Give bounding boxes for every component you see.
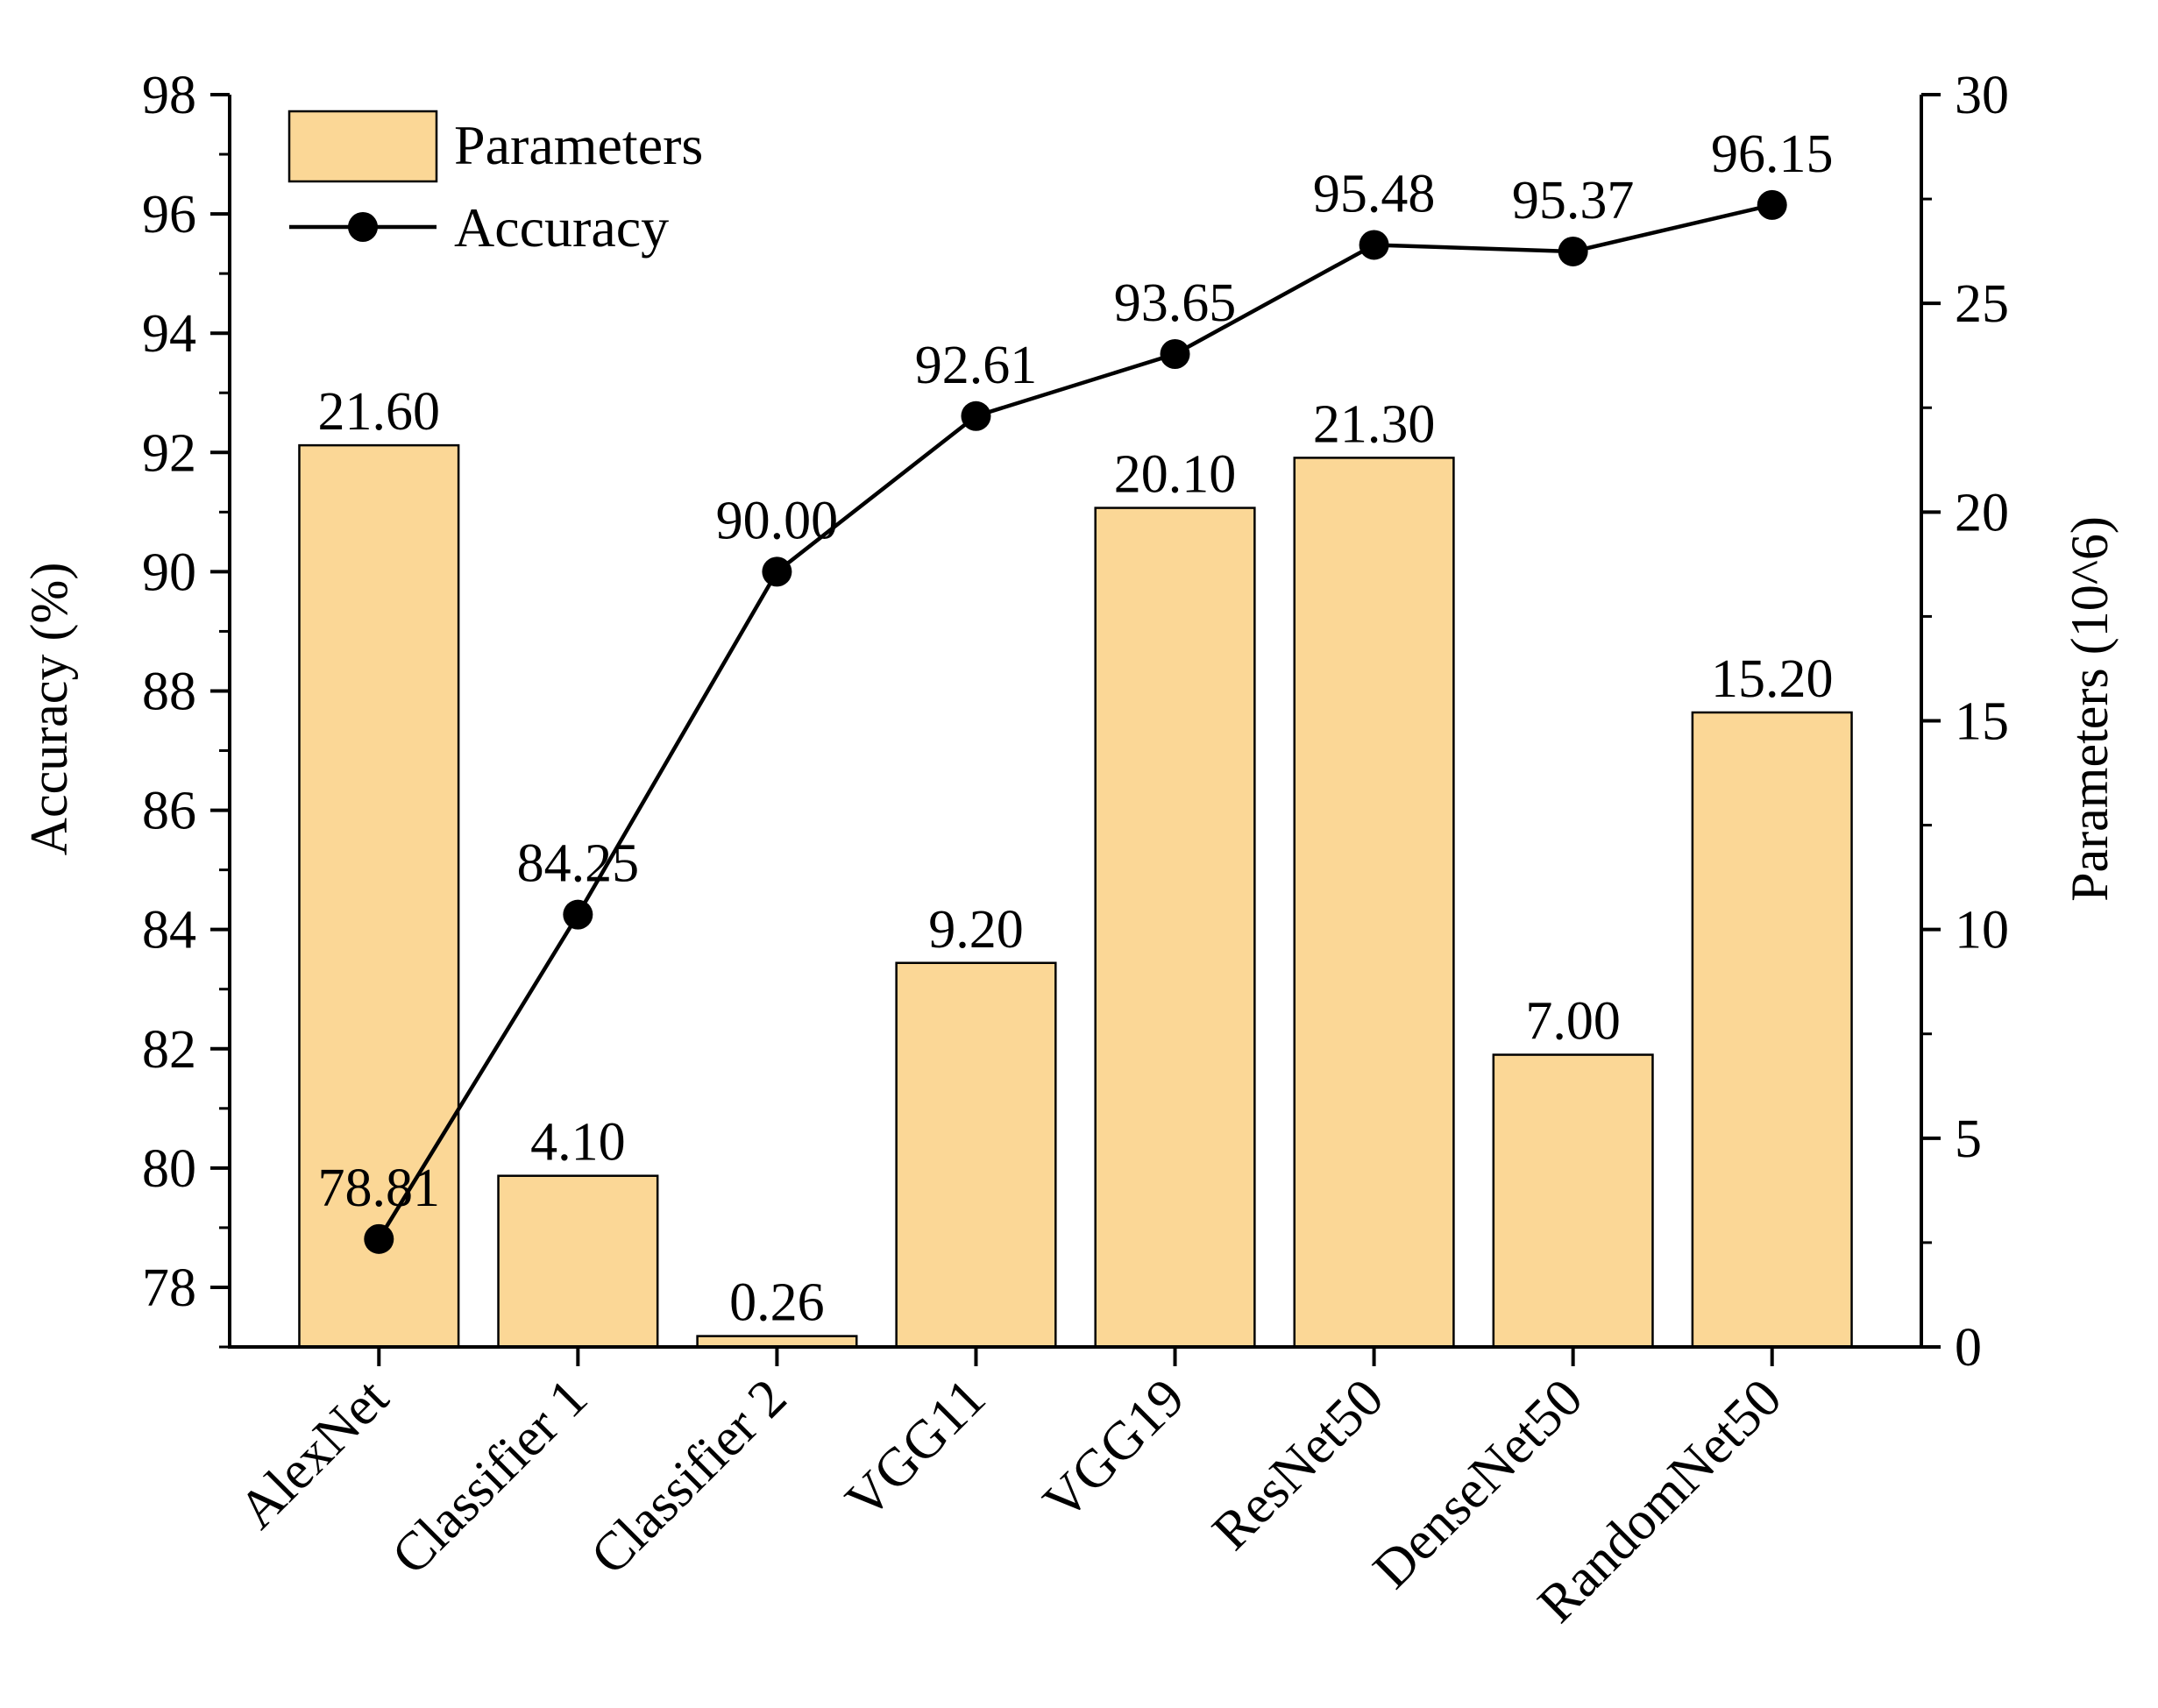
y-tick-label-6: 90 <box>142 542 196 602</box>
x-tick-label-5: ResNet50 <box>1201 1368 1395 1562</box>
bar-6 <box>1492 1053 1654 1349</box>
bar-7 <box>1691 711 1853 1349</box>
y-tick-label-0: 78 <box>142 1258 196 1318</box>
accuracy-marker-1 <box>563 899 593 930</box>
accuracy-marker-5 <box>1359 230 1389 260</box>
legend-accuracy-label: Accuracy <box>454 196 669 259</box>
bar-value-label-6: 7.00 <box>1525 992 1621 1052</box>
y2-tick-label-2: 10 <box>1955 901 2009 960</box>
y-tick-label-3: 84 <box>142 901 196 960</box>
bar-value-label-5: 21.30 <box>1313 394 1436 454</box>
x-tick-label-3: VGG11 <box>834 1368 997 1530</box>
bar-0 <box>298 443 460 1349</box>
y2-tick-label-1: 5 <box>1955 1109 1982 1169</box>
x-tick-label-0: AlexNet <box>228 1368 401 1541</box>
bar-3 <box>895 961 1057 1349</box>
bar-value-label-2: 0.26 <box>729 1273 825 1333</box>
bar-4 <box>1094 507 1256 1349</box>
y-tick-label-2: 82 <box>142 1020 196 1080</box>
bar-5 <box>1293 457 1455 1349</box>
x-tick-label-1: Classifier 1 <box>380 1368 599 1586</box>
y-axis-title: Accuracy (%) <box>20 563 78 856</box>
bar-value-label-0: 21.60 <box>318 382 441 442</box>
accuracy-value-label-2: 90.00 <box>716 491 839 550</box>
accuracy-value-label-1: 84.25 <box>517 834 640 894</box>
accuracy-value-label-6: 95.37 <box>1512 171 1635 230</box>
y-tick-label-7: 92 <box>142 423 196 483</box>
y-tick-label-5: 88 <box>142 662 196 721</box>
y2-tick-label-6: 30 <box>1955 66 2009 125</box>
bar-1 <box>497 1174 659 1349</box>
bar-value-label-3: 9.20 <box>928 900 1024 960</box>
legend-parameters-label: Parameters <box>454 114 703 176</box>
x-tick-label-2: Classifier 2 <box>579 1368 798 1586</box>
legend-accuracy-marker <box>348 212 378 242</box>
y2-axis-title: Parameters (10^6) <box>2061 516 2119 902</box>
x-tick-label-4: VGG19 <box>1033 1368 1196 1532</box>
legend: Parameters Accuracy <box>287 110 703 259</box>
bar-value-label-1: 4.10 <box>530 1113 626 1173</box>
y-tick-label-1: 80 <box>142 1139 196 1199</box>
accuracy-value-label-0: 78.81 <box>318 1159 441 1218</box>
accuracy-marker-2 <box>762 556 792 587</box>
accuracy-value-label-4: 93.65 <box>1114 273 1237 333</box>
y-tick-label-9: 96 <box>142 185 196 245</box>
bar-value-label-4: 20.10 <box>1114 445 1237 505</box>
y2-tick-label-0: 0 <box>1955 1318 1982 1378</box>
y2-tick-label-3: 15 <box>1955 692 2009 752</box>
y2-tick-label-5: 25 <box>1955 274 2009 334</box>
y-tick-label-10: 98 <box>142 66 196 125</box>
line-group <box>364 189 1787 1254</box>
accuracy-marker-0 <box>364 1223 394 1254</box>
y2-tick-label-4: 20 <box>1955 483 2009 542</box>
bar-value-label-7: 15.20 <box>1711 649 1834 709</box>
accuracy-marker-4 <box>1160 339 1190 370</box>
label-group: 21.60 4.10 0.26 9.20 20.10 21.30 7.00 15.20 78.8… <box>318 124 1834 1333</box>
accuracy-value-label-7: 96.15 <box>1711 124 1834 184</box>
bar-group <box>298 443 1853 1349</box>
accuracy-value-label-5: 95.48 <box>1313 164 1436 223</box>
accuracy-line <box>377 202 1773 1241</box>
accuracy-marker-6 <box>1558 236 1588 266</box>
legend-parameters-swatch <box>287 110 438 183</box>
y-tick-label-4: 86 <box>142 782 196 841</box>
accuracy-marker-7 <box>1757 189 1787 220</box>
y-tick-label-8: 94 <box>142 304 196 364</box>
accuracy-marker-3 <box>961 400 991 431</box>
accuracy-value-label-3: 92.61 <box>915 336 1038 395</box>
